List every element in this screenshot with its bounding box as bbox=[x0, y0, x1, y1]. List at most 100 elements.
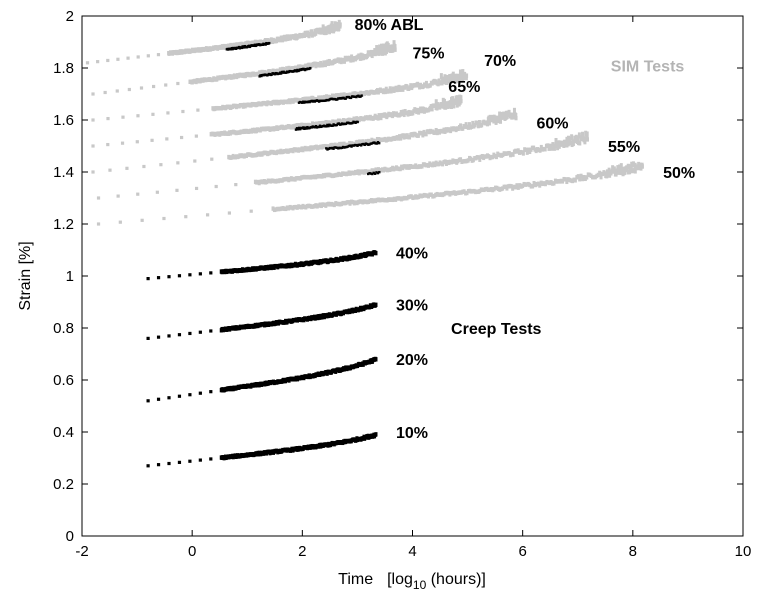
data-point bbox=[416, 107, 420, 113]
data-point bbox=[167, 275, 171, 279]
data-point bbox=[455, 77, 459, 84]
data-point bbox=[205, 213, 210, 217]
data-point bbox=[630, 161, 634, 168]
data-point bbox=[366, 172, 370, 176]
data-point bbox=[365, 53, 369, 58]
data-point bbox=[152, 84, 156, 89]
data-point bbox=[584, 130, 588, 137]
data-point bbox=[179, 135, 184, 140]
series-20- bbox=[146, 356, 378, 403]
data-point bbox=[514, 112, 518, 119]
data-point bbox=[308, 32, 312, 37]
data-point bbox=[424, 80, 428, 86]
data-point bbox=[473, 122, 477, 128]
data-point bbox=[384, 86, 388, 92]
series-80-abl bbox=[85, 19, 342, 65]
data-point bbox=[146, 277, 150, 281]
data-point bbox=[424, 131, 428, 137]
data-point bbox=[556, 144, 560, 151]
data-point bbox=[635, 164, 639, 171]
data-point bbox=[339, 146, 342, 150]
data-point bbox=[571, 139, 575, 146]
data-point bbox=[279, 72, 283, 75]
x-tick-label: 0 bbox=[188, 543, 196, 560]
data-point bbox=[306, 30, 310, 35]
data-point bbox=[516, 185, 520, 190]
data-point bbox=[329, 147, 333, 150]
data-point bbox=[429, 104, 433, 109]
data-point bbox=[448, 73, 452, 80]
data-point bbox=[598, 170, 602, 176]
data-point bbox=[419, 106, 423, 111]
data-point bbox=[176, 161, 180, 165]
data-point bbox=[321, 62, 325, 68]
data-point bbox=[436, 81, 440, 87]
data-point bbox=[344, 145, 347, 149]
data-point bbox=[302, 33, 306, 38]
data-point bbox=[136, 114, 140, 118]
series-label: 70% bbox=[484, 53, 516, 70]
data-point bbox=[378, 44, 382, 51]
data-point bbox=[433, 130, 437, 135]
data-point bbox=[194, 186, 199, 191]
x-tick-label: 10 bbox=[735, 543, 752, 560]
data-point bbox=[640, 162, 644, 169]
data-point bbox=[402, 112, 406, 118]
data-point bbox=[209, 329, 213, 333]
data-point bbox=[512, 107, 516, 114]
data-point bbox=[557, 140, 561, 147]
data-point bbox=[188, 393, 192, 397]
data-point bbox=[538, 148, 542, 153]
data-point bbox=[175, 188, 179, 192]
data-point bbox=[305, 127, 308, 130]
data-point bbox=[139, 86, 144, 90]
data-point bbox=[633, 169, 637, 174]
data-point bbox=[323, 62, 327, 68]
data-point bbox=[96, 196, 101, 200]
data-point bbox=[459, 123, 463, 128]
data-point bbox=[455, 95, 459, 102]
data-point bbox=[378, 170, 381, 174]
data-point bbox=[521, 151, 525, 156]
data-point bbox=[91, 170, 95, 174]
data-point bbox=[155, 190, 159, 194]
data-point bbox=[125, 166, 129, 170]
x-tick-label: 8 bbox=[629, 543, 637, 560]
data-point bbox=[525, 150, 529, 155]
data-point bbox=[198, 330, 202, 334]
data-point bbox=[367, 143, 370, 146]
data-point bbox=[349, 96, 353, 100]
data-point bbox=[361, 53, 365, 58]
data-point bbox=[565, 136, 569, 143]
data-point bbox=[370, 53, 374, 59]
data-point bbox=[538, 183, 542, 188]
series-label: 40% bbox=[396, 246, 428, 263]
data-point bbox=[401, 87, 405, 92]
data-point bbox=[365, 142, 369, 146]
y-tick-label: 1.2 bbox=[53, 216, 74, 233]
data-point bbox=[480, 122, 484, 128]
data-point bbox=[167, 396, 171, 400]
data-point bbox=[573, 178, 577, 183]
data-point bbox=[167, 461, 171, 466]
data-point bbox=[614, 170, 618, 177]
series-30- bbox=[146, 302, 378, 340]
data-point bbox=[350, 145, 353, 148]
series-label: 75% bbox=[413, 45, 445, 62]
data-point bbox=[383, 49, 387, 56]
data-point bbox=[126, 56, 130, 60]
data-point bbox=[103, 90, 107, 95]
data-point bbox=[344, 97, 347, 100]
data-point bbox=[565, 179, 569, 185]
data-point bbox=[383, 89, 387, 95]
data-point bbox=[177, 333, 182, 337]
data-point bbox=[393, 44, 397, 51]
data-point bbox=[451, 96, 455, 103]
series-label: 20% bbox=[396, 352, 428, 369]
data-point bbox=[296, 128, 300, 131]
x-tick-label: -2 bbox=[75, 543, 88, 560]
data-point bbox=[477, 155, 480, 160]
data-point bbox=[108, 168, 112, 172]
data-point bbox=[227, 211, 232, 215]
data-point bbox=[373, 141, 376, 144]
